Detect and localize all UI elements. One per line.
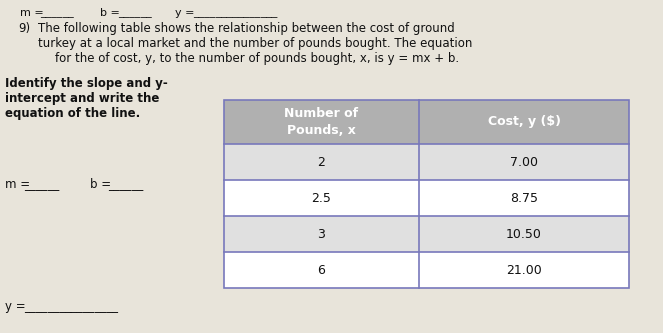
Text: Cost, y ($): Cost, y ($) (487, 116, 560, 129)
Text: equation of the line.: equation of the line. (5, 107, 141, 120)
Text: ______: ______ (108, 178, 143, 191)
Text: ______: ______ (40, 8, 74, 18)
Text: 7.00: 7.00 (510, 156, 538, 168)
Text: ______: ______ (118, 8, 152, 18)
Text: turkey at a local market and the number of pounds bought. The equation: turkey at a local market and the number … (38, 37, 472, 50)
Text: 21.00: 21.00 (506, 263, 542, 276)
Text: Identify the slope and y-: Identify the slope and y- (5, 77, 168, 90)
Text: 2.5: 2.5 (312, 191, 332, 204)
Bar (224, 180, 419, 216)
Bar (419, 216, 629, 252)
Bar (224, 100, 419, 144)
Text: 8.75: 8.75 (510, 191, 538, 204)
Text: b =: b = (90, 178, 111, 191)
Bar (224, 100, 629, 288)
Text: y =: y = (175, 8, 194, 18)
Text: 10.50: 10.50 (506, 227, 542, 240)
Text: Number of
Pounds, x: Number of Pounds, x (284, 107, 359, 137)
Bar (419, 252, 629, 288)
Bar (224, 216, 419, 252)
Text: 2: 2 (318, 156, 326, 168)
Text: m =: m = (20, 8, 44, 18)
Bar (419, 144, 629, 180)
Text: 6: 6 (318, 263, 326, 276)
Text: y =: y = (5, 300, 26, 313)
Bar (419, 180, 629, 216)
Text: ______: ______ (24, 178, 59, 191)
Text: ________________: ________________ (24, 300, 118, 313)
Text: _______________: _______________ (193, 8, 277, 18)
Text: intercept and write the: intercept and write the (5, 92, 159, 105)
Text: for the of cost, y, to the number of pounds bought, x, is y = mx + b.: for the of cost, y, to the number of pou… (55, 52, 459, 65)
Text: 9): 9) (18, 22, 30, 35)
Text: b =: b = (100, 8, 120, 18)
Text: 3: 3 (318, 227, 326, 240)
Bar (224, 252, 419, 288)
Bar (224, 144, 419, 180)
Text: The following table shows the relationship between the cost of ground: The following table shows the relationsh… (38, 22, 455, 35)
Bar (419, 100, 629, 144)
Text: m =: m = (5, 178, 30, 191)
